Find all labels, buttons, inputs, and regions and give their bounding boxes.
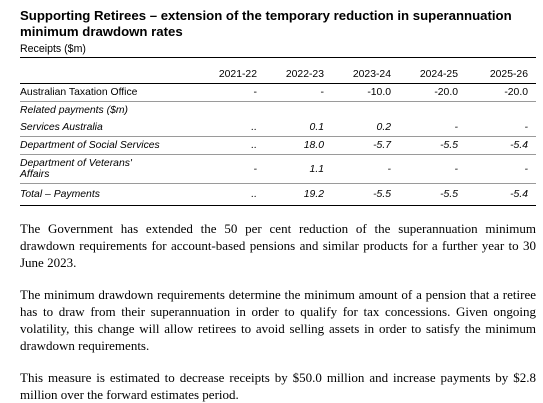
year-header: 2022-23 [265, 58, 332, 84]
cell-value: .. [198, 183, 265, 206]
cell-value: 18.0 [265, 136, 332, 155]
cell-value: - [265, 83, 332, 102]
year-header: 2023-24 [332, 58, 399, 84]
header-blank [20, 58, 198, 84]
cell-value: -20.0 [466, 83, 536, 102]
cell-value: -5.4 [466, 136, 536, 155]
cell-value [399, 102, 466, 120]
table-row: Australian Taxation Office - - -10.0 -20… [20, 83, 536, 102]
measure-title: Supporting Retirees – extension of the t… [20, 8, 512, 39]
year-header: 2021-22 [198, 58, 265, 84]
row-label: Total – Payments [20, 183, 198, 206]
document-page: Supporting Retirees – extension of the t… [20, 8, 536, 403]
cell-value: -5.7 [332, 136, 399, 155]
row-label: Australian Taxation Office [20, 83, 198, 102]
table-header-row: 2021-22 2022-23 2023-24 2024-25 2025-26 [20, 58, 536, 84]
cell-value [466, 102, 536, 120]
year-header: 2024-25 [399, 58, 466, 84]
cell-value: -10.0 [332, 83, 399, 102]
cell-value: 0.2 [332, 119, 399, 137]
cell-value [198, 102, 265, 120]
cell-value: - [332, 154, 399, 184]
cell-value: -5.5 [399, 183, 466, 206]
year-header: 2025-26 [466, 58, 536, 84]
row-label: Department of Social Services [20, 136, 198, 155]
cell-value: - [198, 83, 265, 102]
cell-value [265, 102, 332, 120]
cell-value: - [399, 119, 466, 137]
cell-value: 19.2 [265, 183, 332, 206]
cell-value: - [466, 119, 536, 137]
cell-value: -5.5 [399, 136, 466, 155]
cell-value: .. [198, 119, 265, 137]
table-caption: Receipts ($m) [20, 43, 536, 58]
cell-value: .. [198, 136, 265, 155]
cell-value: -5.5 [332, 183, 399, 206]
row-label: Services Australia [20, 119, 198, 137]
cell-value: - [198, 154, 265, 184]
body-paragraph: The minimum drawdown requirements determ… [20, 287, 536, 353]
cell-value: -20.0 [399, 83, 466, 102]
cell-value [332, 102, 399, 120]
row-label: Related payments ($m) [20, 105, 128, 116]
row-label: Department of Veterans' Affairs [20, 154, 198, 184]
body-paragraph: This measure is estimated to decrease re… [20, 370, 536, 402]
table-total-row: Total – Payments .. 19.2 -5.5 -5.5 -5.4 [20, 183, 536, 206]
cell-value: -5.4 [466, 183, 536, 206]
cell-value: - [399, 154, 466, 184]
table-row: Department of Veterans' Affairs - 1.1 - … [20, 154, 536, 184]
cell-value: 0.1 [265, 119, 332, 137]
financial-table: 2021-22 2022-23 2023-24 2024-25 2025-26 … [20, 58, 536, 206]
cell-value: - [466, 154, 536, 184]
table-row: Department of Social Services .. 18.0 -5… [20, 136, 536, 155]
cell-value: 1.1 [265, 154, 332, 184]
table-row: Related payments ($m) [20, 102, 536, 120]
body-paragraph: The Government has extended the 50 per c… [20, 221, 536, 270]
table-row: Services Australia .. 0.1 0.2 - - [20, 119, 536, 137]
